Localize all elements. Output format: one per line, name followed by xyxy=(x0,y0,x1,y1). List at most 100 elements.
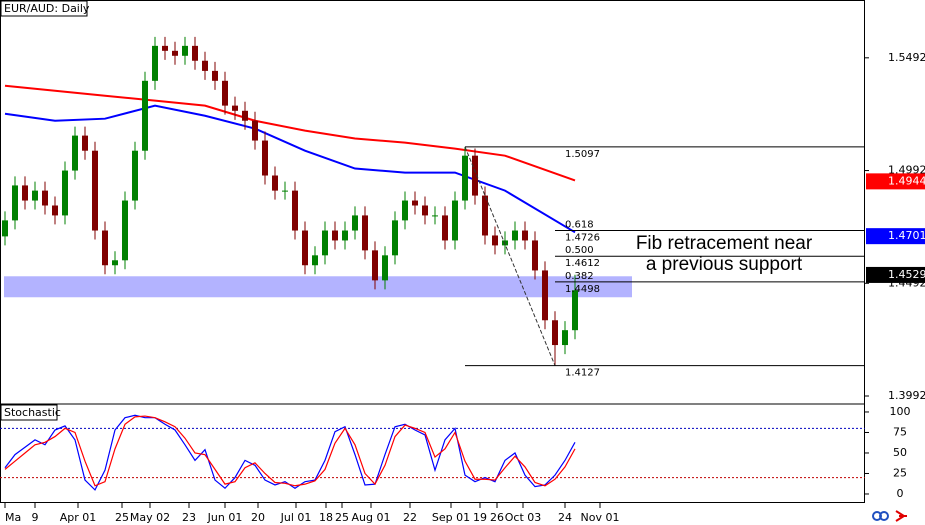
price-tag-label: 1.4944 xyxy=(888,174,925,187)
candle-body xyxy=(362,215,368,251)
candle-body xyxy=(412,200,418,206)
y-tick-label: 0 xyxy=(897,487,904,500)
candle-body xyxy=(92,150,98,231)
x-tick-label: 23 xyxy=(182,511,196,524)
moving-average xyxy=(4,84,576,182)
x-tick-label: 22 xyxy=(403,511,417,524)
plot-frame xyxy=(0,0,865,503)
fib-value-label: 1.4127 xyxy=(565,368,600,379)
x-tick-label: Aug 01 xyxy=(352,511,391,524)
candle-body xyxy=(312,255,318,266)
candle-body xyxy=(512,230,518,241)
candle-body xyxy=(332,230,338,241)
price-tag-label: 1.4529 xyxy=(888,268,925,281)
candle-body xyxy=(182,45,188,56)
candle-body xyxy=(462,155,468,201)
support-zone xyxy=(4,276,632,298)
annotation: a previous support xyxy=(646,254,803,275)
fib-ratio-label: 0.382 xyxy=(565,271,594,282)
candle-body xyxy=(402,200,408,221)
candle-body xyxy=(262,140,268,176)
candle-body xyxy=(422,205,428,216)
y-tick-label: 25 xyxy=(893,466,907,479)
x-tick-label: Ma xyxy=(5,511,21,524)
candle-body xyxy=(342,230,348,241)
candle-body xyxy=(322,230,328,256)
candle-body xyxy=(122,200,128,261)
candle-body xyxy=(152,45,158,81)
candle-body xyxy=(352,215,358,231)
pane-title: EUR/AUD: Daily xyxy=(4,2,90,15)
candle-body xyxy=(162,45,168,51)
candle-body xyxy=(542,270,548,321)
annotation: Fib retracement near xyxy=(636,233,813,254)
fib-ratio-label: 0.618 xyxy=(565,220,594,231)
candle-body xyxy=(272,175,278,191)
candle-body xyxy=(52,205,58,216)
candle-body xyxy=(482,195,488,236)
fib-value-label: 1.5097 xyxy=(565,149,600,160)
candle-body xyxy=(172,50,178,56)
candle-body xyxy=(22,185,28,201)
candle-body xyxy=(112,260,118,266)
fib-trendline xyxy=(464,146,556,366)
label-box xyxy=(0,0,88,17)
candle-body xyxy=(42,190,48,206)
candle-body xyxy=(222,80,228,106)
price-tag xyxy=(866,266,925,283)
candle-body xyxy=(72,135,78,171)
candle-body xyxy=(292,190,298,231)
candle-body xyxy=(132,150,138,201)
fib-value-label: 1.4726 xyxy=(565,233,600,244)
candle-body xyxy=(572,290,578,331)
fib-value-label: 1.4612 xyxy=(565,258,600,269)
price-tag xyxy=(866,228,925,245)
price-tag xyxy=(866,173,925,190)
link-icon[interactable] xyxy=(879,511,889,521)
y-tick-label: 100 xyxy=(890,405,911,418)
y-tick-label: 50 xyxy=(893,446,907,459)
fib-ratio-label: 0.500 xyxy=(565,245,594,256)
x-tick-label: Sep 01 xyxy=(432,511,470,524)
y-tick-label: 1.4992 xyxy=(888,164,925,177)
candle-body xyxy=(552,320,558,346)
candle-body xyxy=(452,200,458,241)
candle-body xyxy=(202,60,208,71)
candle-body xyxy=(382,255,388,281)
x-tick-label: May 02 xyxy=(130,511,170,524)
x-tick-label: Oct 03 xyxy=(505,511,542,524)
x-tick-label: 24 xyxy=(558,511,572,524)
candle-body xyxy=(302,230,308,266)
candle-body xyxy=(102,230,108,266)
moving-average xyxy=(4,104,576,234)
candle-body xyxy=(212,70,218,81)
candle-body xyxy=(252,120,258,141)
candle-body xyxy=(62,170,68,216)
candle-body xyxy=(372,250,378,281)
pane-title: Stochastic xyxy=(4,406,61,419)
label-box xyxy=(0,404,58,421)
stochastic-line xyxy=(4,415,576,487)
candle-body xyxy=(232,105,238,111)
x-tick-label: Nov 01 xyxy=(581,511,620,524)
candle-body xyxy=(12,185,18,221)
x-tick-label: 25 xyxy=(115,511,129,524)
candle-body xyxy=(192,45,198,61)
x-tick-label: 9 xyxy=(32,511,39,524)
candle-body xyxy=(282,190,288,192)
candle-body xyxy=(32,190,38,201)
x-tick-label: 19 xyxy=(473,511,487,524)
fib-value-label: 1.4498 xyxy=(565,284,600,295)
candle-body xyxy=(242,110,248,121)
arrow-icon[interactable] xyxy=(895,510,907,522)
candle-body xyxy=(82,135,88,151)
stochastic-line xyxy=(4,414,576,491)
price-tag-label: 1.4701 xyxy=(888,229,925,242)
x-tick-label: 26 xyxy=(490,511,504,524)
toolbar-icons[interactable] xyxy=(872,510,907,522)
candle-body xyxy=(522,230,528,241)
candle-body xyxy=(562,330,568,346)
x-tick-label: 20 xyxy=(251,511,265,524)
y-tick-label: 1.5492 xyxy=(888,51,925,64)
